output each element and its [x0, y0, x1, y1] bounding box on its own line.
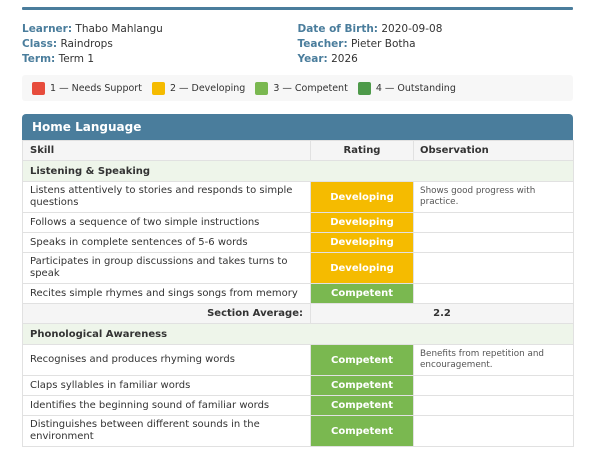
teacher-label: Teacher:: [297, 38, 348, 50]
skill-cell: Recites simple rhymes and sings songs fr…: [22, 283, 311, 304]
learner-info-right: Date of Birth: 2020-09-08 Teacher: Piete…: [298, 22, 574, 67]
learner-info-left: Learner: Thabo Mahlangu Class: Raindrops…: [22, 22, 298, 67]
year-line: Year: 2026: [298, 52, 574, 67]
class-label: Class:: [22, 38, 58, 50]
legend-label: 3 — Competent: [273, 82, 348, 94]
teacher-value: Pieter Botha: [351, 38, 416, 50]
legend-item-outstanding: 4 — Outstanding: [357, 81, 456, 95]
table-row: Identifies the beginning sound of famili…: [22, 395, 574, 416]
rating-badge: Developing: [310, 232, 414, 253]
table-row: Speaks in complete sentences of 5-6 word…: [22, 232, 574, 253]
legend-item-competent: 3 — Competent: [255, 81, 348, 95]
legend-label: 1 — Needs Support: [50, 82, 142, 94]
skill-cell: Distinguishes between different sounds i…: [22, 415, 311, 447]
skill-cell: Follows a sequence of two simple instruc…: [22, 212, 311, 233]
observation-cell: [413, 375, 574, 396]
group-row-listening-speaking: Listening & Speaking: [22, 160, 574, 182]
column-header-rating: Rating: [310, 140, 414, 161]
observation-cell: [413, 395, 574, 416]
table-row: Participates in group discussions and ta…: [22, 252, 574, 284]
class-line: Class: Raindrops: [22, 37, 298, 52]
group-row-phonological-awareness: Phonological Awareness: [22, 323, 574, 345]
table-row: Recites simple rhymes and sings songs fr…: [22, 283, 574, 304]
legend-label: 2 — Developing: [169, 82, 246, 94]
table-row: Follows a sequence of two simple instruc…: [22, 212, 574, 233]
term-label: Term:: [22, 53, 56, 65]
observation-cell: Shows good progress with practice.: [413, 181, 574, 213]
legend-swatch-dark-green: [357, 81, 371, 95]
learner-name-line: Learner: Thabo Mahlangu: [22, 22, 298, 37]
legend-item-developing: 2 — Developing: [151, 81, 246, 95]
skill-cell: Speaks in complete sentences of 5-6 word…: [22, 232, 311, 253]
section-average-row: Section Average: 2.2: [22, 303, 574, 324]
class-value: Raindrops: [60, 38, 113, 50]
section-title-home-language: Home Language: [22, 114, 573, 140]
legend-swatch-red: [32, 81, 45, 95]
skill-cell: Listens attentively to stories and respo…: [22, 181, 311, 213]
term-line: Term: Term 1: [22, 52, 298, 67]
rating-badge: Competent: [310, 344, 414, 376]
year-value: 2026: [331, 53, 358, 65]
table-row: Claps syllables in familiar words Compet…: [22, 375, 574, 396]
rating-badge: Developing: [310, 252, 414, 284]
dob-line: Date of Birth: 2020-09-08: [298, 22, 574, 37]
observation-cell: [413, 252, 574, 284]
observation-cell: [413, 415, 574, 447]
skill-cell: Claps syllables in familiar words: [22, 375, 311, 396]
learner-value: Thabo Mahlangu: [75, 23, 163, 35]
column-header-skill: Skill: [22, 140, 311, 161]
section-average-value: 2.2: [310, 303, 574, 324]
observation-cell: [413, 283, 574, 304]
legend-swatch-yellow: [151, 81, 165, 95]
skills-table: Skill Rating Observation Listening & Spe…: [22, 140, 574, 447]
skill-cell: Participates in group discussions and ta…: [22, 252, 311, 284]
table-row: Recognises and produces rhyming words Co…: [22, 344, 574, 376]
top-rule: [22, 7, 573, 10]
rating-badge: Developing: [310, 181, 414, 213]
observation-cell: [413, 232, 574, 253]
group-title: Phonological Awareness: [22, 323, 574, 345]
rating-badge: Developing: [310, 212, 414, 233]
rating-badge: Competent: [310, 395, 414, 416]
rating-badge: Competent: [310, 283, 414, 304]
observation-cell: Benefits from repetition and encourageme…: [413, 344, 574, 376]
teacher-line: Teacher: Pieter Botha: [298, 37, 574, 52]
legend-item-needs-support: 1 — Needs Support: [32, 81, 142, 95]
rating-legend: 1 — Needs Support 2 — Developing 3 — Com…: [22, 75, 573, 101]
year-label: Year:: [297, 53, 328, 65]
rating-badge: Competent: [310, 375, 414, 396]
table-row: Listens attentively to stories and respo…: [22, 181, 574, 213]
column-header-observation: Observation: [413, 140, 574, 161]
skill-cell: Recognises and produces rhyming words: [22, 344, 311, 376]
group-title: Listening & Speaking: [22, 160, 574, 182]
observation-cell: [413, 212, 574, 233]
legend-swatch-light-green: [255, 81, 269, 95]
rating-badge: Competent: [310, 415, 414, 447]
skill-cell: Identifies the beginning sound of famili…: [22, 395, 311, 416]
legend-label: 4 — Outstanding: [375, 82, 456, 94]
table-header-row: Skill Rating Observation: [22, 140, 574, 161]
dob-value: 2020-09-08: [381, 23, 443, 35]
section-average-label: Section Average:: [22, 303, 311, 324]
term-value: Term 1: [58, 53, 95, 65]
dob-label: Date of Birth:: [297, 23, 379, 35]
learner-label: Learner:: [22, 23, 73, 35]
table-row: Distinguishes between different sounds i…: [22, 415, 574, 447]
report-page: Learner: Thabo Mahlangu Class: Raindrops…: [22, 7, 574, 447]
learner-info: Learner: Thabo Mahlangu Class: Raindrops…: [22, 22, 573, 67]
